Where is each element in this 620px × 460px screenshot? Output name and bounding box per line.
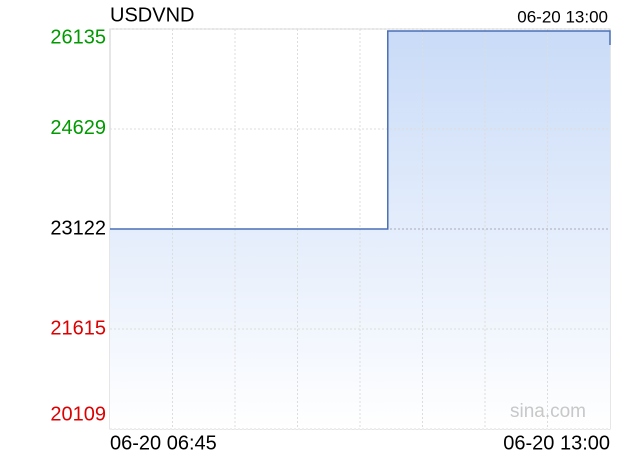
line bbox=[110, 30, 611, 230]
y-tick-label: 20109 bbox=[50, 403, 106, 425]
time-stamp: 06-20 13:00 bbox=[517, 7, 608, 26]
y-tick-label: 23122 bbox=[50, 217, 106, 239]
watermark: sina.com bbox=[510, 401, 586, 422]
x-tick-label: 06-20 13:00 bbox=[503, 432, 610, 454]
chart-title: USDVND bbox=[110, 4, 194, 26]
y-tick-label: 26135 bbox=[50, 26, 106, 48]
x-tick-label: 06-20 06:45 bbox=[110, 432, 217, 454]
y-tick-label: 24629 bbox=[50, 117, 106, 139]
y-tick-label: 21615 bbox=[50, 317, 106, 339]
